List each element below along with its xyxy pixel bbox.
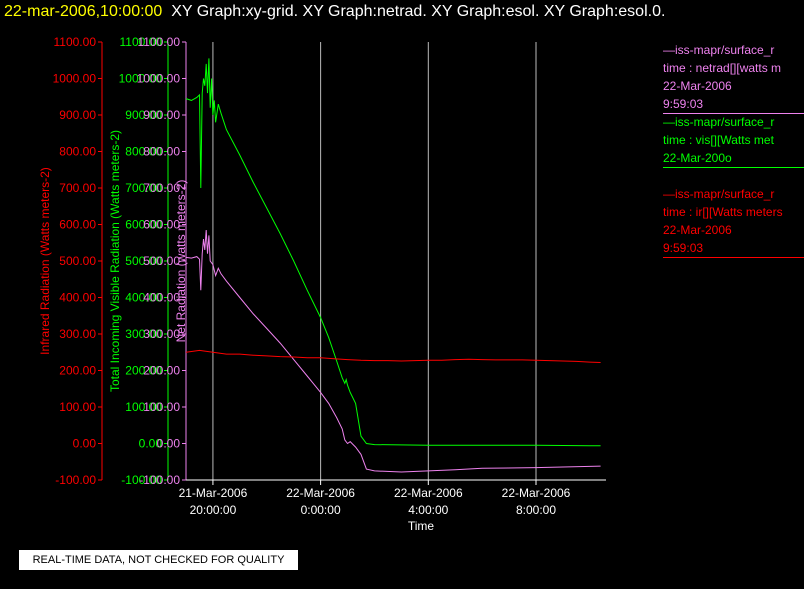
x-tick-label-date: 21-Mar-2006: [179, 486, 248, 500]
y-tick-label: 400.00: [125, 291, 162, 305]
series-line-ir: [185, 349, 601, 363]
quality-disclaimer: REAL-TIME DATA, NOT CHECKED FOR QUALITY: [19, 550, 298, 570]
y-tick-label: 400.00: [143, 291, 180, 305]
y-axis-label: Infrared Radiation (Watts meters-2): [38, 167, 52, 355]
y-tick-label: 400.00: [59, 291, 96, 305]
y-tick-label: 900.00: [59, 108, 96, 122]
y-tick-label: 900.00: [125, 108, 162, 122]
y-tick-label: 1000.00: [119, 72, 163, 86]
y-tick-label: 800.00: [59, 145, 96, 159]
y-tick-label: 600.00: [143, 218, 180, 232]
legend-line: 22-Mar-2006: [663, 79, 732, 93]
legend-line: 22-Mar-2006: [663, 223, 732, 237]
x-tick-label-time: 8:00:00: [516, 503, 556, 517]
legend-line: 22-Mar-200o: [663, 151, 732, 165]
y-tick-label: 100.00: [125, 400, 162, 414]
header-graph-titles: XY Graph:xy-grid. XY Graph:netrad. XY Gr…: [171, 3, 666, 20]
y-tick-label: 1000.00: [53, 72, 97, 86]
y-tick-label: 300.00: [143, 327, 180, 341]
y-tick-label: 500.00: [125, 254, 162, 268]
y-tick-label: 300.00: [125, 327, 162, 341]
y-tick-label: 300.00: [59, 327, 96, 341]
y-tick-label: 700.00: [143, 181, 180, 195]
header-title: 22-mar-2006,10:00:00 XY Graph:xy-grid. X…: [4, 3, 665, 21]
y-tick-label: 500.00: [59, 254, 96, 268]
x-tick-label-date: 22-Mar-2006: [286, 486, 355, 500]
y-tick-label: -100.00: [139, 473, 180, 487]
header-timestamp: 22-mar-2006,10:00:00: [4, 3, 163, 20]
x-axis-label: Time: [408, 519, 435, 533]
y-tick-label: -100.00: [121, 473, 162, 487]
legend-line: —iss-mapr/surface_r: [663, 187, 775, 201]
y-tick-label: 200.00: [59, 364, 96, 378]
y-tick-label: 500.00: [143, 254, 180, 268]
legend-line: —iss-mapr/surface_r: [663, 115, 775, 129]
series-line-vis: [185, 58, 601, 447]
legend-separator: [663, 257, 804, 258]
legend-separator: [663, 167, 804, 168]
legend-line: time : netrad[][watts m: [663, 61, 782, 75]
y-axis-label: Net Radiation (watts meters-2): [174, 180, 188, 343]
legend-separator: [663, 113, 804, 114]
y-tick-label: 900.00: [143, 108, 180, 122]
y-tick-label: 600.00: [125, 218, 162, 232]
x-tick-label-date: 22-Mar-2006: [502, 486, 571, 500]
y-tick-label: -100.00: [55, 473, 96, 487]
y-tick-label: 0.00: [73, 437, 97, 451]
y-axis-label: Total Incoming Visible Radiation (Watts …: [108, 130, 122, 392]
y-tick-label: 1100.00: [54, 35, 97, 49]
y-tick-label: 100.00: [143, 400, 180, 414]
y-tick-label: 100.00: [59, 400, 96, 414]
y-tick-label: 0.00: [157, 437, 181, 451]
y-tick-label: 700.00: [125, 181, 162, 195]
y-tick-label: 200.00: [125, 364, 162, 378]
y-tick-label: 700.00: [59, 181, 96, 195]
y-tick-label: 600.00: [59, 218, 96, 232]
y-tick-label: 1100.00: [138, 35, 181, 49]
y-tick-label: 800.00: [143, 145, 180, 159]
y-tick-label: 1000.00: [137, 72, 181, 86]
x-tick-label-time: 0:00:00: [301, 503, 341, 517]
y-tick-label: 1100.00: [120, 35, 163, 49]
y-tick-label: 0.00: [139, 437, 163, 451]
x-tick-label-time: 4:00:00: [408, 503, 448, 517]
legend-line: —iss-mapr/surface_r: [663, 43, 775, 57]
x-tick-label-date: 22-Mar-2006: [394, 486, 463, 500]
legend-line: 9:59:03: [663, 97, 704, 111]
series-line-netrad: [185, 229, 601, 473]
legend-line: time : vis[][Watts met: [663, 133, 774, 147]
y-tick-label: 800.00: [125, 145, 162, 159]
legend-line: time : ir[][Watts meters: [663, 205, 783, 219]
y-tick-label: 200.00: [143, 364, 180, 378]
legend-line: 9:59:03: [663, 241, 704, 255]
x-tick-label-time: 20:00:00: [190, 503, 237, 517]
